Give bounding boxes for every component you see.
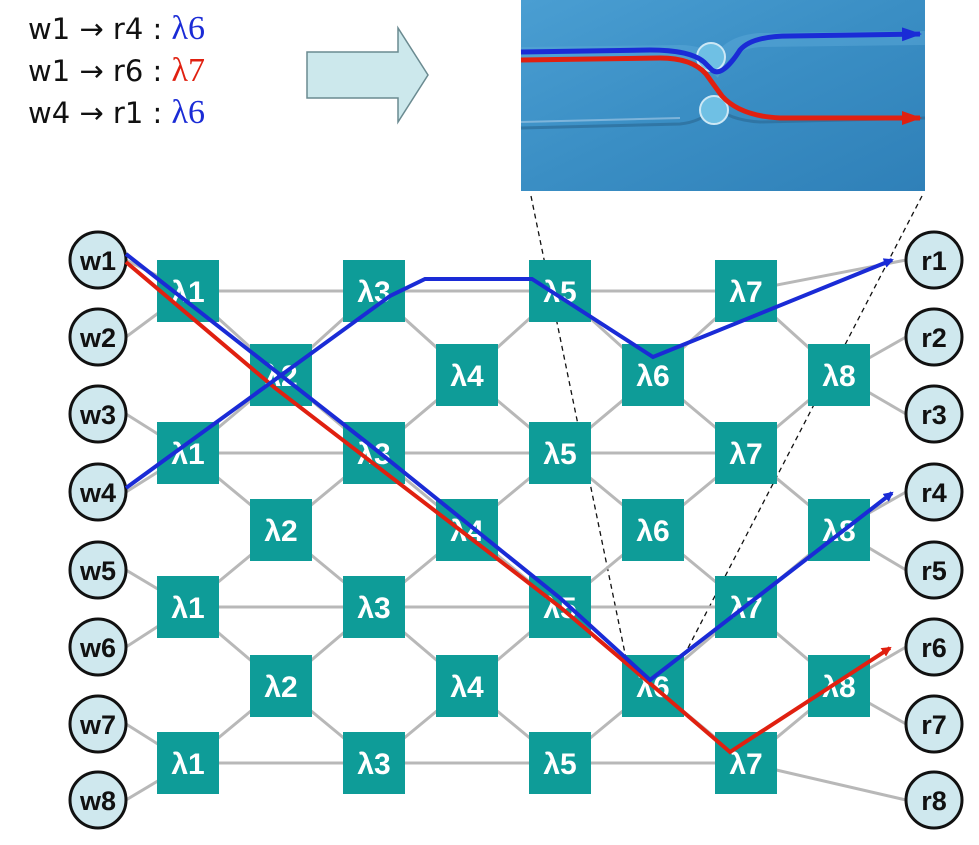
legend-arrow: → xyxy=(79,12,104,46)
switch-node: λ4 xyxy=(436,655,498,717)
legend-arrow: → xyxy=(79,54,104,88)
reader-node: r4 xyxy=(904,462,964,522)
switch-label: λ7 xyxy=(729,748,762,781)
network-edges xyxy=(125,258,907,802)
switch-node: λ2 xyxy=(250,499,312,561)
switch-label: λ4 xyxy=(450,671,484,704)
node-label: r1 xyxy=(921,246,947,276)
node-label: r3 xyxy=(921,400,947,430)
writer-node: w5 xyxy=(68,540,128,600)
node-label: w3 xyxy=(79,400,116,430)
node-label: w4 xyxy=(79,478,116,508)
switch-label: λ2 xyxy=(264,515,297,548)
switch-node: λ4 xyxy=(436,344,498,406)
switch-label: λ3 xyxy=(357,592,390,625)
legend-src: w1 xyxy=(28,12,71,46)
switch-label: λ7 xyxy=(729,276,762,309)
switch-label: λ2 xyxy=(264,671,297,704)
zoom-line-right xyxy=(687,195,923,649)
reader-node: r2 xyxy=(904,307,964,367)
switch-label: λ3 xyxy=(357,748,390,781)
reader-node: r1 xyxy=(904,230,964,290)
reader-node: r6 xyxy=(904,617,964,677)
photo-inset xyxy=(520,0,926,191)
node-label: r6 xyxy=(921,633,947,663)
legend-dst: r6 xyxy=(112,54,144,88)
route-w4-r1 xyxy=(124,258,894,490)
legend-src: w1 xyxy=(28,54,71,88)
node-label: w7 xyxy=(79,710,116,740)
switch-label: λ6 xyxy=(636,360,669,393)
writer-node: w3 xyxy=(68,384,128,444)
node-label: r7 xyxy=(921,710,947,740)
switch-label: λ3 xyxy=(357,276,390,309)
node-label: w2 xyxy=(79,323,116,353)
switch-node: λ1 xyxy=(157,422,219,484)
reader-node: r5 xyxy=(904,540,964,600)
node-label: r4 xyxy=(921,478,947,508)
node-label: r8 xyxy=(921,786,947,816)
legend-dst: r1 xyxy=(112,96,144,130)
switch-label: λ5 xyxy=(543,748,576,781)
node-label: r5 xyxy=(921,556,947,586)
legend-arrow: → xyxy=(79,96,104,130)
node-label: r2 xyxy=(921,323,947,353)
writer-node: w6 xyxy=(68,617,128,677)
route-w1-r6 xyxy=(124,260,892,755)
node-label: w8 xyxy=(79,786,116,816)
route-w1-r4 xyxy=(124,252,894,683)
switch-label: λ1 xyxy=(171,748,204,781)
legend-wavelength: λ7 xyxy=(171,52,206,89)
switch-node: λ8 xyxy=(808,344,870,406)
switch-node: λ1 xyxy=(157,732,219,794)
terminal-nodes: w1 w2 w3 w4 w5 w6 w7 w8 r1 r2 r3 r4 r5 r6 r7 r8 xyxy=(68,230,964,830)
switch-node: λ5 xyxy=(529,732,591,794)
node-label: w1 xyxy=(79,246,116,276)
switch-label: λ8 xyxy=(822,360,855,393)
switch-node: λ2 xyxy=(250,655,312,717)
legend-sep: : xyxy=(152,96,163,130)
switch-node: λ7 xyxy=(715,422,777,484)
switch-label: λ1 xyxy=(171,592,204,625)
switch-node: λ8 xyxy=(808,655,870,717)
reader-node: r7 xyxy=(904,694,964,754)
reader-node: r8 xyxy=(904,770,964,830)
routes xyxy=(124,252,894,755)
legend-line-2: w1 → r6 : λ7 xyxy=(28,52,205,90)
reader-node: r3 xyxy=(904,384,964,444)
legend-dst: r4 xyxy=(112,12,144,46)
node-label: w5 xyxy=(79,556,116,586)
legend-wavelength: λ6 xyxy=(171,10,206,47)
legend-src: w4 xyxy=(28,96,71,130)
switch-node: λ6 xyxy=(622,499,684,561)
legend-wavelength: λ6 xyxy=(171,94,206,131)
legend-sep: : xyxy=(152,12,163,46)
switch-node: λ3 xyxy=(343,422,405,484)
switch-node: λ7 xyxy=(715,260,777,322)
legend-line-3: w4 → r1 : λ6 xyxy=(28,94,205,132)
writer-node: w1 xyxy=(68,230,128,290)
legend-line-1: w1 → r4 : λ6 xyxy=(28,10,205,48)
switch-label: λ6 xyxy=(636,515,669,548)
switch-node: λ6 xyxy=(622,344,684,406)
writer-node: w8 xyxy=(68,770,128,830)
switch-node: λ3 xyxy=(343,260,405,322)
switch-node: λ3 xyxy=(343,732,405,794)
writer-node: w4 xyxy=(68,462,128,522)
switch-node: λ1 xyxy=(157,576,219,638)
switch-label: λ7 xyxy=(729,438,762,471)
legend-sep: : xyxy=(152,54,163,88)
photo-blue-path xyxy=(520,27,922,75)
writer-node: w2 xyxy=(68,307,128,367)
switch-grid: λ1λ1λ1λ1λ2λ2λ2λ3λ3λ3λ3λ4λ4λ4λ5λ5λ5λ5λ6λ6… xyxy=(157,260,870,794)
node-label: w6 xyxy=(79,633,116,663)
switch-label: λ5 xyxy=(543,438,576,471)
writer-node: w7 xyxy=(68,694,128,754)
photo-red-path xyxy=(520,55,922,125)
switch-label: λ4 xyxy=(450,360,484,393)
switch-node: λ3 xyxy=(343,576,405,638)
switch-node: λ5 xyxy=(529,422,591,484)
big-right-arrow-icon xyxy=(306,25,429,125)
